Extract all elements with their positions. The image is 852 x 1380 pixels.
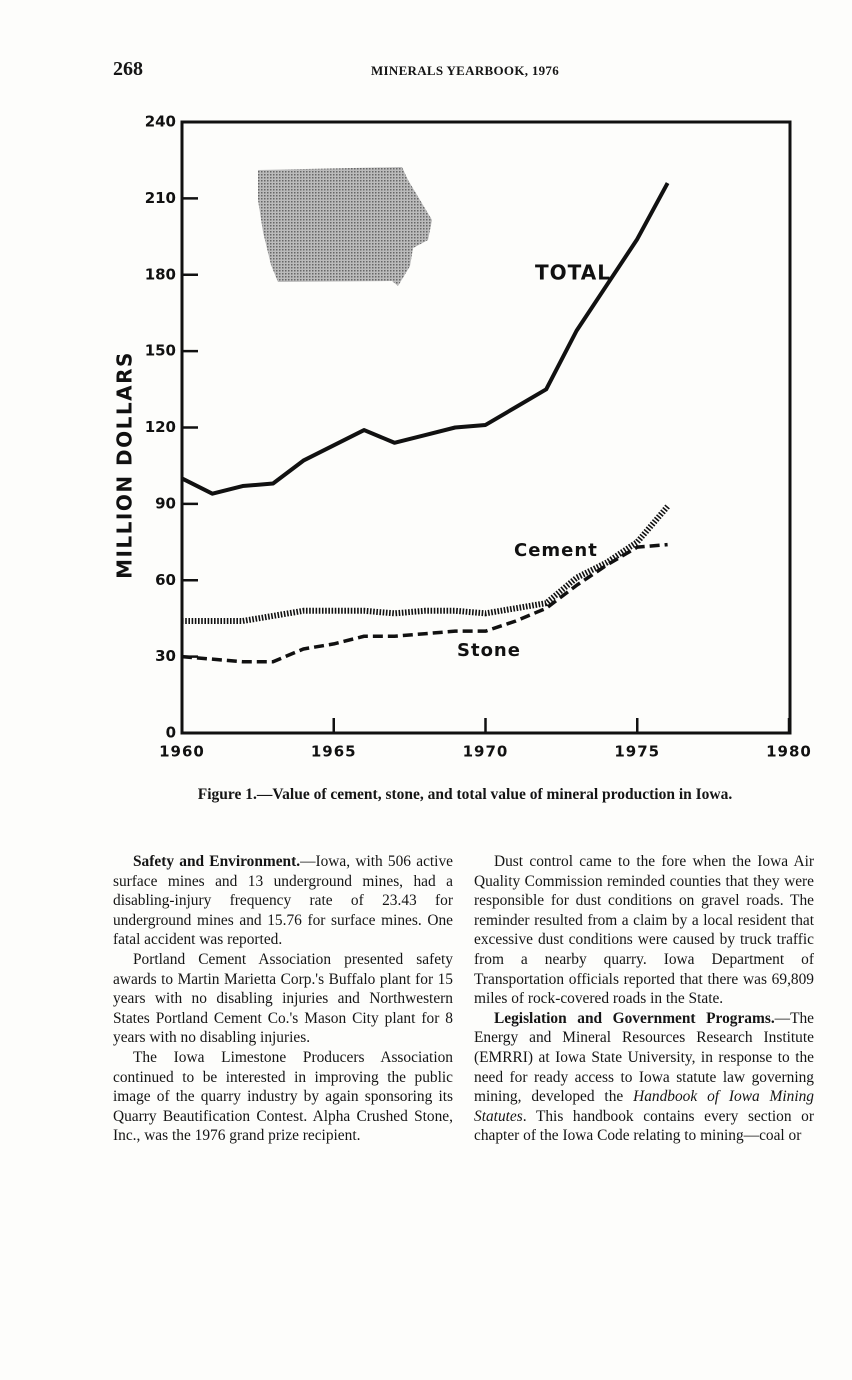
iowa-map: [258, 167, 432, 286]
text-column: Dust control came to the fore when the I…: [474, 852, 814, 1146]
y-tick-label: 240: [145, 113, 176, 131]
bold-run: Safety and Environment.: [133, 853, 301, 870]
x-tick-label: 1960: [159, 743, 205, 761]
paragraph: Safety and Environment.—Iowa, with 506 a…: [113, 852, 453, 950]
italic-run: Handbook of Iowa Mining Statutes: [474, 1088, 814, 1125]
text-run: . This handbook contains every section o…: [474, 1107, 814, 1145]
figure-caption: Figure 1.—Value of cement, stone, and to…: [197, 786, 733, 803]
series-line: [181, 542, 668, 664]
x-tick-label: 1980: [766, 743, 812, 761]
y-tick-label: 120: [145, 418, 176, 436]
y-tick-label: 0: [166, 724, 176, 742]
y-axis-title: MILLION DOLLARS: [113, 351, 137, 579]
text-run: Portland Cement Association presented sa…: [113, 950, 453, 1047]
y-tick-label: 60: [155, 571, 176, 589]
series-line: [181, 182, 670, 496]
paragraph: The Iowa Limestone Producers Association…: [113, 1048, 453, 1146]
series-label: TOTAL: [535, 261, 611, 285]
y-tick-label: 90: [155, 494, 176, 512]
running-title: MINERALS YEARBOOK, 1976: [370, 63, 560, 78]
paragraph: Legislation and Government Programs.—The…: [474, 1009, 814, 1146]
x-tick-label: 1975: [614, 743, 660, 761]
text-run: —Iowa, with 506 active surface mines and…: [113, 853, 453, 949]
text-run: —The Energy and Mineral Resources Resear…: [474, 1009, 814, 1106]
text-run: The Iowa Limestone Producers Association…: [113, 1048, 453, 1145]
series-line: [182, 504, 670, 624]
series-label: Cement: [514, 540, 598, 561]
text-run: Dust control came to the fore when the I…: [474, 853, 814, 1008]
chart: MILLION DOLLARS 0 30 60 90 120 150 180 210 240 19…: [113, 113, 812, 761]
x-tick-label: 1965: [311, 743, 357, 761]
y-tick-label: 180: [145, 265, 176, 283]
y-tick-label: 210: [145, 189, 176, 207]
x-tick-label: 1970: [463, 743, 509, 761]
page-number: 268: [113, 58, 143, 80]
y-tick-label: 150: [145, 342, 176, 360]
series-label: Stone: [457, 640, 521, 661]
bold-run: Legislation and Government Programs.: [494, 1009, 775, 1027]
y-tick-label: 30: [155, 647, 176, 665]
paragraph: Portland Cement Association presented sa…: [113, 950, 453, 1048]
text-column: Safety and Environment.—Iowa, with 506 a…: [113, 852, 453, 1146]
paragraph: Dust control came to the fore when the I…: [474, 852, 814, 1009]
